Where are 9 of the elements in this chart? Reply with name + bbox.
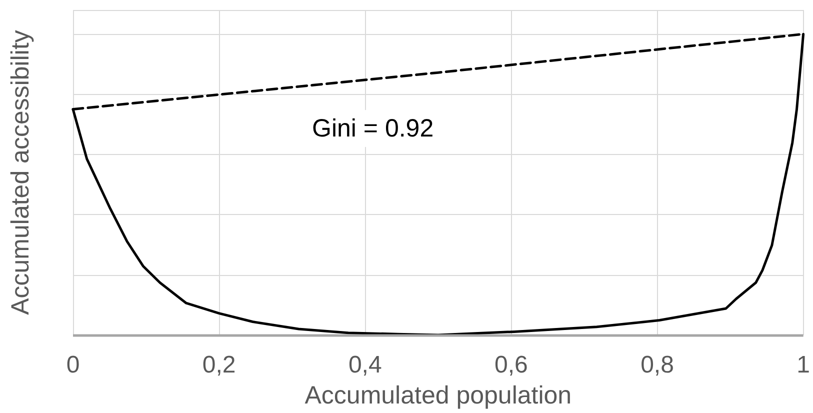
x-tick-label: 0,6: [494, 352, 528, 378]
x-tick-label: 0,2: [202, 352, 236, 378]
x-tick-label: 0,8: [640, 352, 674, 378]
x-tick-label: 1: [796, 352, 810, 378]
y-axis-title: Accumulated accessibility: [6, 30, 34, 315]
annotation: Gini = 0.92: [312, 114, 434, 142]
x-axis-title: Accumulated population: [304, 382, 572, 410]
x-tick-label: 0: [66, 352, 80, 378]
x-tick-label: 0,4: [348, 352, 382, 378]
